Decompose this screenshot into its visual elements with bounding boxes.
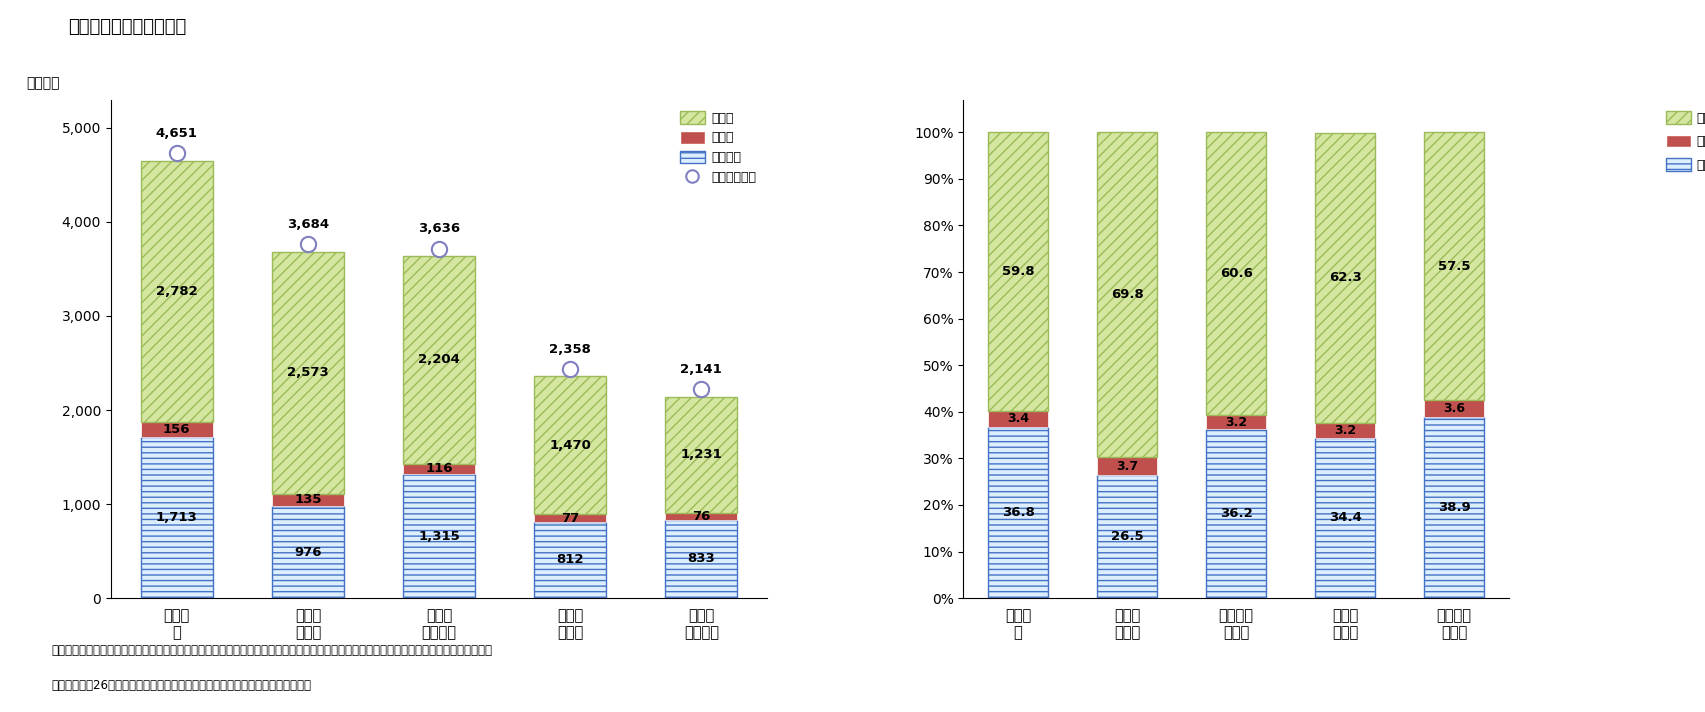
Text: 36.2: 36.2 (1219, 507, 1253, 520)
Legend: 借入金, 贈与額, 自己資金: 借入金, 贈与額, 自己資金 (1661, 106, 1705, 177)
Text: 1,713: 1,713 (155, 511, 198, 524)
Bar (271, 251, 344, 493)
Text: 812: 812 (556, 553, 583, 567)
Text: 116: 116 (425, 463, 454, 476)
Text: 3.6: 3.6 (1442, 402, 1465, 415)
Bar (1315, 423, 1376, 438)
Text: 1,231: 1,231 (680, 449, 723, 461)
Text: （注）分譲マンション、中古マンションは、それぞれ基の選択肢、分譲集合住宅、中古集合住宅を読み替えている。調査地域は三大都市圈。: （注）分譲マンション、中古マンションは、それぞれ基の選択肢、分譲集合住宅、中古集… (51, 644, 493, 657)
Text: 60.6: 60.6 (1219, 267, 1253, 280)
Text: 135: 135 (295, 493, 322, 506)
Bar (1205, 429, 1267, 598)
Text: 34.4: 34.4 (1328, 511, 1362, 525)
Text: 2,782: 2,782 (155, 285, 198, 298)
Text: 4,651: 4,651 (155, 127, 198, 140)
Text: 76: 76 (692, 510, 711, 523)
Bar (402, 474, 476, 598)
Bar (665, 513, 737, 520)
Bar (534, 515, 607, 522)
Bar (402, 256, 476, 464)
Text: 57.5: 57.5 (1437, 260, 1470, 273)
Bar (665, 520, 737, 598)
Bar (1424, 417, 1483, 598)
Bar (271, 506, 344, 598)
Text: （資料）平成26年度住宅市場動向調査（国土交通省）を基に筆者作成。以下同じ: （資料）平成26年度住宅市場動向調査（国土交通省）を基に筆者作成。以下同じ (51, 679, 310, 691)
Bar (534, 522, 607, 598)
Text: 156: 156 (164, 423, 191, 436)
Text: 3.7: 3.7 (1117, 459, 1139, 473)
Bar (1315, 132, 1376, 423)
Text: 3.2: 3.2 (1333, 424, 1355, 437)
Text: 833: 833 (687, 553, 714, 565)
Bar (271, 493, 344, 506)
Text: 2,204: 2,204 (418, 353, 460, 367)
Text: 2,141: 2,141 (680, 363, 723, 376)
Text: 3,636: 3,636 (418, 222, 460, 236)
Bar (1096, 457, 1158, 475)
Bar (1315, 438, 1376, 598)
Text: 1,315: 1,315 (418, 530, 460, 543)
Text: 36.8: 36.8 (1001, 506, 1035, 519)
Text: 3.4: 3.4 (1008, 412, 1030, 425)
Text: 69.8: 69.8 (1110, 288, 1144, 301)
Text: 26.5: 26.5 (1110, 530, 1144, 543)
Bar (534, 376, 607, 515)
Text: 1,470: 1,470 (549, 439, 592, 452)
Text: 59.8: 59.8 (1003, 265, 1035, 278)
Bar (142, 161, 213, 422)
Bar (1096, 132, 1158, 457)
Y-axis label: （万円）: （万円） (27, 75, 60, 90)
Bar (142, 422, 213, 437)
Text: 2,358: 2,358 (549, 342, 592, 356)
Text: 62.3: 62.3 (1328, 271, 1362, 284)
Bar (989, 426, 1049, 598)
Legend: 借入金, 贈与額, 自己資金, 購入資金総額: 借入金, 贈与額, 自己資金, 購入資金総額 (675, 106, 760, 189)
Text: 77: 77 (561, 512, 580, 525)
Text: 38.9: 38.9 (1437, 501, 1470, 514)
Text: 3.2: 3.2 (1226, 416, 1246, 429)
Bar (142, 437, 213, 598)
Bar (989, 132, 1049, 411)
Bar (1205, 414, 1267, 429)
Bar (1424, 400, 1483, 417)
Text: 2,573: 2,573 (286, 366, 329, 379)
Bar (665, 397, 737, 513)
Text: 図表１　取得資金の構成: 図表１ 取得資金の構成 (68, 18, 186, 36)
Bar (1205, 132, 1267, 414)
Text: 3,684: 3,684 (286, 218, 329, 231)
Bar (402, 464, 476, 474)
Bar (1096, 475, 1158, 598)
Bar (1424, 132, 1483, 400)
Text: 976: 976 (295, 545, 322, 559)
Bar (989, 411, 1049, 426)
